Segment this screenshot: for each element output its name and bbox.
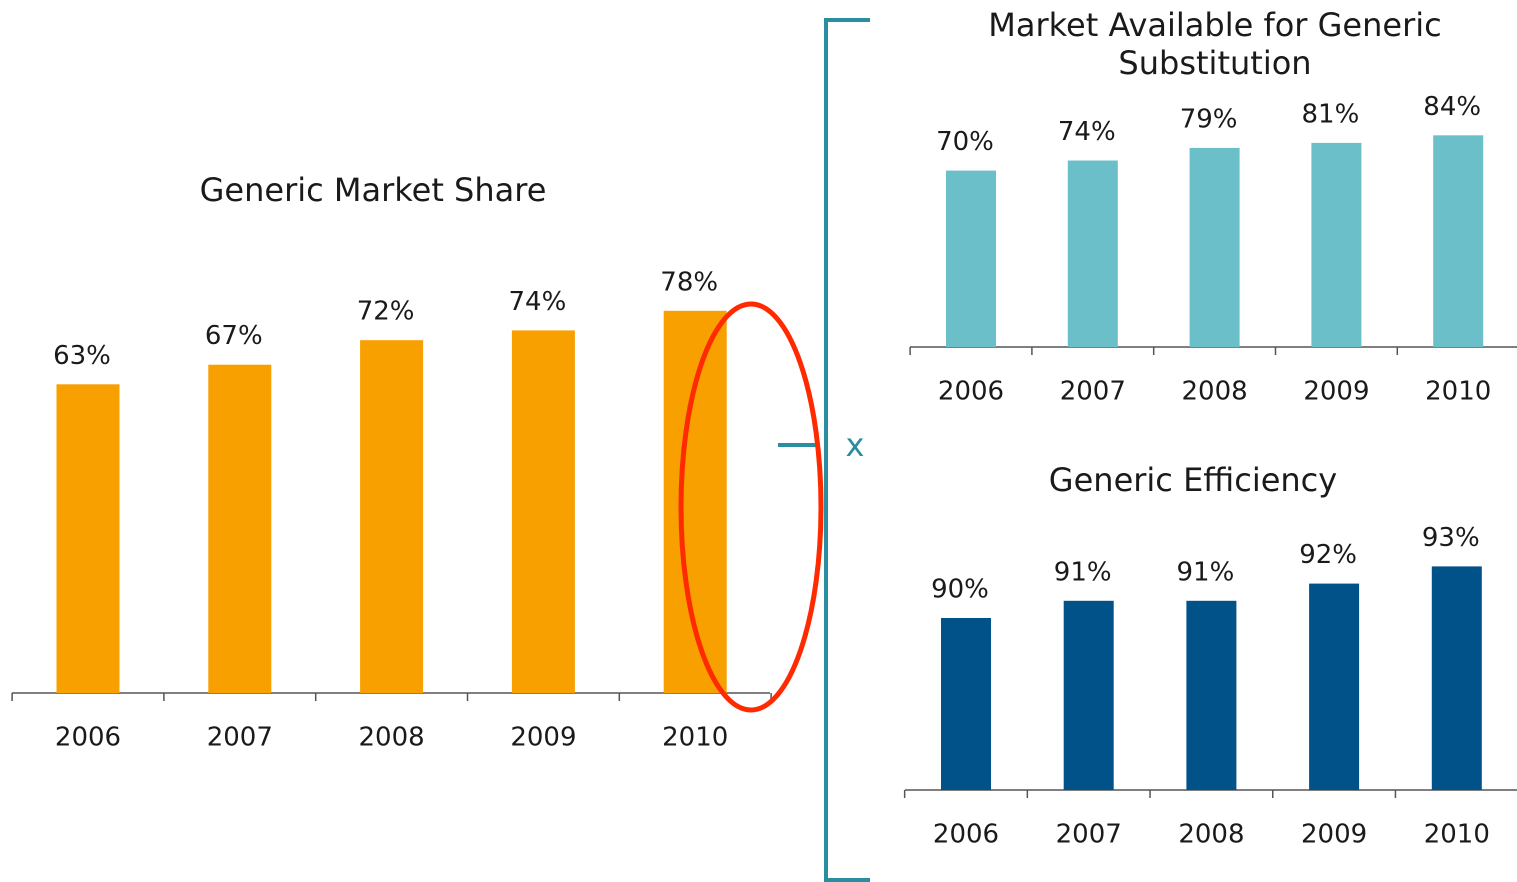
x-tick-label: 2009 [1303, 377, 1369, 407]
x-tick-label: 2010 [1424, 820, 1490, 850]
bar [56, 384, 120, 693]
x-tick-label: 2008 [359, 723, 425, 753]
chart-title: Generic Market Share [200, 171, 547, 209]
value-label: 91% [1054, 557, 1112, 587]
value-label: 93% [1422, 523, 1480, 553]
bar [946, 170, 996, 347]
x-tick-label: 2010 [662, 723, 728, 753]
bar [1309, 583, 1360, 790]
x-tick-label: 2009 [1301, 820, 1367, 850]
bar [1433, 135, 1484, 347]
bar [1067, 160, 1118, 347]
value-label: 84% [1423, 92, 1481, 122]
x-tick-label: 2006 [55, 723, 121, 753]
chart-title: Substitution [1118, 44, 1311, 82]
bar [1311, 142, 1362, 347]
value-label: 74% [1058, 117, 1116, 147]
value-label: 79% [1180, 104, 1238, 134]
bar [208, 364, 272, 693]
x-tick-label: 2007 [1060, 377, 1126, 407]
bar [360, 340, 424, 693]
value-label: 90% [931, 575, 989, 605]
bar [941, 618, 991, 790]
value-label: 72% [357, 297, 415, 327]
value-label: 81% [1302, 99, 1360, 129]
x-tick-label: 2007 [207, 723, 273, 753]
x-tick-label: 2006 [938, 377, 1004, 407]
value-label: 63% [53, 341, 111, 371]
x-tick-label: 2008 [1178, 820, 1244, 850]
bar [511, 330, 575, 693]
value-label: 92% [1299, 540, 1357, 570]
operator: x [846, 426, 865, 464]
highlight-ellipse [678, 301, 824, 713]
x-tick-label: 2007 [1056, 820, 1122, 850]
x-tick-label: 2008 [1182, 377, 1248, 407]
bar [1189, 147, 1240, 347]
value-label: 91% [1177, 557, 1235, 587]
value-label: 67% [205, 321, 263, 351]
x-tick-label: 2009 [510, 723, 576, 753]
bar-chart: Market Available for GenericSubstitution… [909, 6, 1517, 407]
bar-chart: Generic Efficiency 90% 2006 91% 2007 91% 2008 9… [903, 461, 1517, 850]
bar [1063, 600, 1114, 790]
bar [1431, 566, 1482, 790]
value-label: 74% [509, 287, 567, 317]
value-label: 70% [936, 127, 994, 157]
charts: Generic Market Share 63% 2006 67% 2007 72% 200… [11, 6, 1517, 850]
bar [1186, 600, 1237, 790]
x-tick-label: 2006 [933, 820, 999, 850]
chart-title: Market Available for Generic [988, 6, 1441, 44]
chart-title: Generic Efficiency [1049, 461, 1337, 499]
x-tick-label: 2010 [1425, 377, 1491, 407]
bracket [824, 18, 870, 882]
bar-chart: Generic Market Share 63% 2006 67% 2007 72% 200… [11, 171, 772, 753]
value-label: 78% [660, 267, 718, 297]
